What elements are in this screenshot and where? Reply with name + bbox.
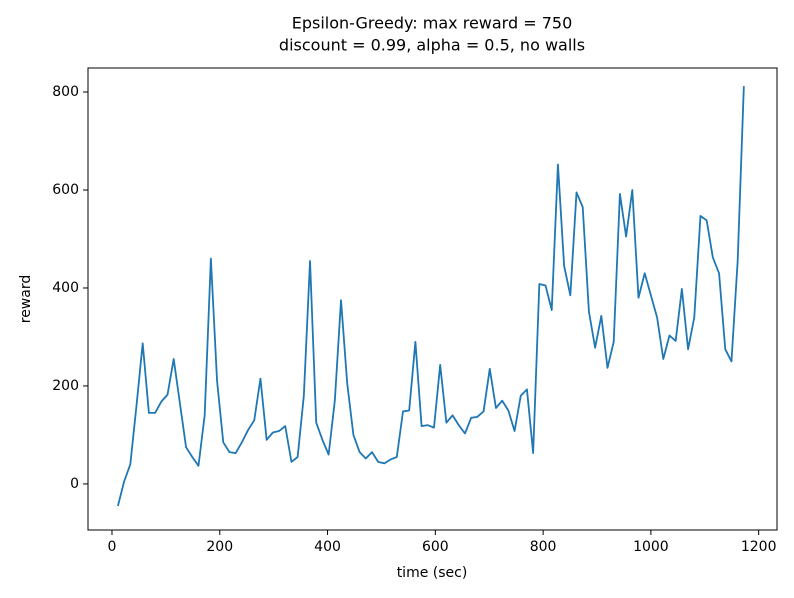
- x-tick-label: 1200: [741, 539, 777, 555]
- y-tick-label: 600: [52, 182, 79, 198]
- y-axis-label: reward: [18, 275, 34, 324]
- chart-title: Epsilon-Greedy: max reward = 750: [292, 14, 573, 33]
- line-series: [117, 86, 745, 507]
- x-tick-label: 1000: [633, 539, 669, 555]
- x-tick-label: 0: [108, 539, 117, 555]
- y-tick-label: 800: [52, 84, 79, 100]
- x-axis-label: time (sec): [397, 565, 468, 581]
- x-tick-label: 400: [314, 539, 341, 555]
- x-tick-label: 800: [530, 539, 557, 555]
- y-tick-label: 400: [52, 280, 79, 296]
- y-tick-label: 0: [70, 476, 79, 492]
- y-tick-label: 200: [52, 378, 79, 394]
- plot-frame: [87, 67, 778, 531]
- x-tick-label: 600: [422, 539, 449, 555]
- chart-subtitle: discount = 0.99, alpha = 0.5, no walls: [279, 36, 585, 55]
- x-tick-label: 200: [206, 539, 233, 555]
